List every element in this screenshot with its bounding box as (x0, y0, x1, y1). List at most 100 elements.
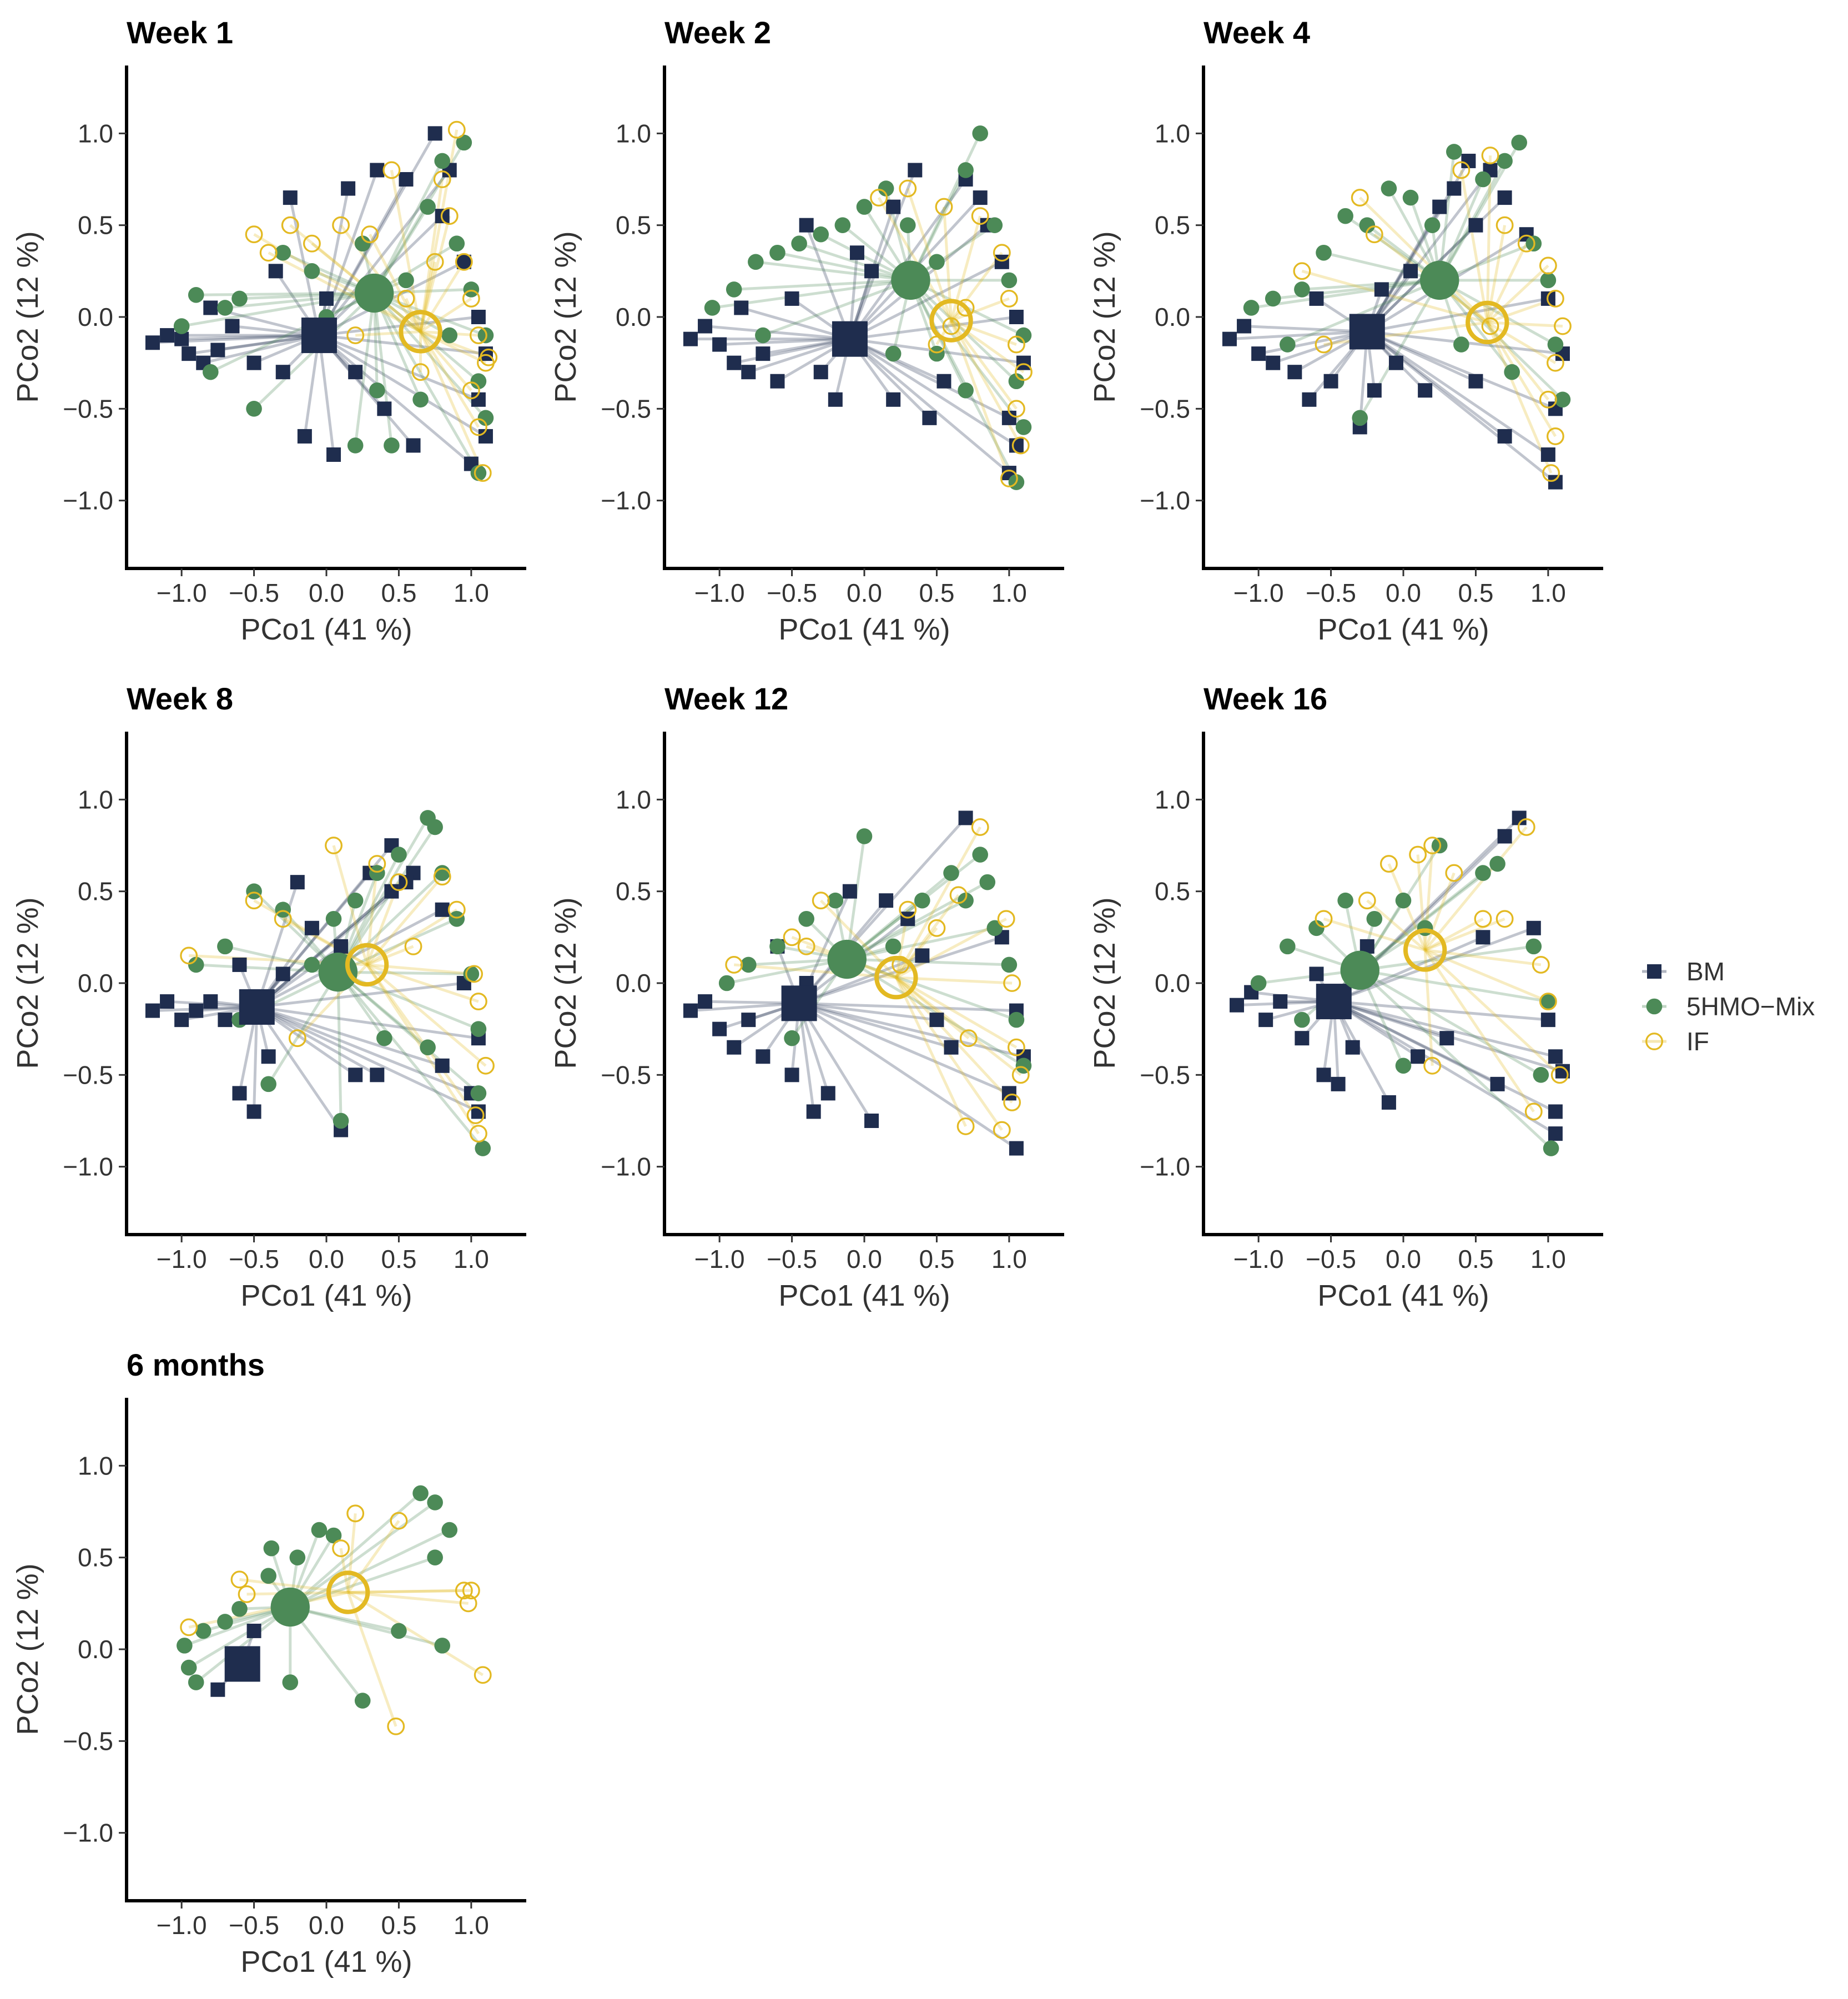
point-if (1011, 1066, 1030, 1084)
point-if (1000, 470, 1018, 487)
point-5hmo-mix (325, 910, 342, 927)
point-bm (813, 365, 828, 380)
point-if (1517, 818, 1535, 836)
point-5hmo-mix (475, 1140, 491, 1156)
point-if (1365, 225, 1383, 244)
spider-line-bm (848, 169, 917, 340)
point-5hmo-mix (1008, 373, 1025, 390)
spider-line-bm (188, 334, 320, 355)
point-bm (886, 199, 901, 214)
point-if (238, 1585, 256, 1603)
point-5hmo-mix (470, 373, 487, 390)
spider-line-if (346, 1592, 397, 1727)
point-5hmo-mix (434, 153, 450, 169)
spider-line-bm (1333, 1000, 1557, 1113)
point-bm (770, 374, 785, 389)
point-bm (922, 410, 937, 425)
point-if (928, 919, 946, 937)
point-5hmo-mix (726, 281, 742, 298)
point-bm (1295, 1031, 1310, 1046)
point-if (812, 892, 830, 910)
point-5hmo-mix (427, 819, 443, 835)
point-5hmo-mix (282, 1674, 299, 1690)
spider-line-if (734, 963, 897, 979)
point-5hmo-mix (180, 1659, 197, 1676)
spider-line-bm (1367, 297, 1549, 333)
spider-line-5hmo-mix (734, 279, 911, 291)
spider-line-bm (256, 981, 465, 1009)
spider-line-5hmo-mix (756, 260, 911, 282)
point-5hmo-mix (1280, 938, 1296, 955)
point-if (993, 244, 1011, 262)
point-if (1495, 216, 1514, 234)
point-5hmo-mix (231, 1600, 248, 1617)
point-bm (886, 392, 901, 407)
point-5hmo-mix (1265, 290, 1281, 307)
data-points (1222, 134, 1572, 490)
point-if (1007, 400, 1025, 418)
point-if (411, 363, 430, 381)
legend: BM 5HMO−Mix IF (1642, 957, 1815, 1056)
spider-line-if (419, 331, 485, 474)
spider-line-if (390, 170, 422, 332)
x-axis-title: PCo1 (41 %) (240, 1279, 412, 1312)
point-if (1495, 910, 1514, 928)
x-tick-label: −0.5 (229, 578, 279, 607)
y-tick-label: −0.5 (601, 394, 651, 423)
point-bm (297, 429, 312, 444)
x-tick-label: 0.0 (309, 1911, 344, 1940)
spider-line-5hmo-mix (1438, 152, 1456, 281)
point-if (942, 317, 960, 335)
data-points (177, 1485, 492, 1735)
point-bm (399, 172, 414, 187)
point-if (469, 326, 487, 344)
point-bm (1381, 1095, 1396, 1110)
spider-line-5hmo-mix (181, 291, 375, 328)
spider-line-bm (798, 817, 967, 1005)
point-5hmo-mix (441, 327, 458, 344)
point-bm (261, 1049, 276, 1064)
point-if (725, 956, 743, 974)
spider-line-bm (256, 1005, 479, 1040)
point-5hmo-mix (791, 235, 807, 252)
point-bm (683, 331, 698, 346)
point-bm (1309, 966, 1324, 981)
x-tick-label: −1.0 (157, 578, 207, 607)
point-bm (1497, 429, 1512, 444)
point-bm (1388, 355, 1403, 370)
spider-line-if (895, 976, 1022, 1076)
point-5hmo-mix (260, 1076, 276, 1092)
spider-line-if (1424, 949, 1549, 1003)
spider-line-if (419, 261, 437, 332)
point-5hmo-mix (263, 1540, 280, 1557)
y-tick-label: 1.0 (616, 785, 651, 814)
point-if (1003, 974, 1021, 992)
point-bm (283, 190, 298, 205)
point-5hmo-mix (1402, 189, 1419, 206)
x-tick-label: 0.5 (1458, 578, 1493, 607)
panel-title: Week 12 (664, 681, 788, 716)
spider-line-5hmo-mix (909, 279, 1018, 483)
point-bm (1548, 1104, 1563, 1119)
point-5hmo-mix (1424, 217, 1441, 233)
spider-line-5hmo-mix (336, 971, 484, 1150)
point-5hmo-mix (1475, 865, 1491, 881)
spider-line-bm (319, 315, 479, 337)
spider-line-5hmo-mix (1439, 279, 1557, 346)
point-5hmo-mix (718, 975, 735, 991)
point-if (1524, 1102, 1543, 1121)
point-bm (820, 1086, 835, 1101)
spider-line-if (420, 297, 472, 333)
point-if (935, 198, 953, 216)
point-bm (275, 365, 290, 380)
spider-line-bm (849, 338, 1010, 420)
point-if (459, 1594, 477, 1613)
y-axis-title: PCo2 (12 %) (549, 231, 582, 402)
centroid-bm (239, 989, 275, 1025)
centroid-bm (832, 321, 868, 357)
point-bm (849, 245, 864, 260)
point-bm (1432, 199, 1447, 214)
spider-line-5hmo-mix (846, 872, 953, 960)
legend-key-5hmo-mix (1646, 998, 1663, 1015)
point-5hmo-mix (304, 263, 320, 279)
